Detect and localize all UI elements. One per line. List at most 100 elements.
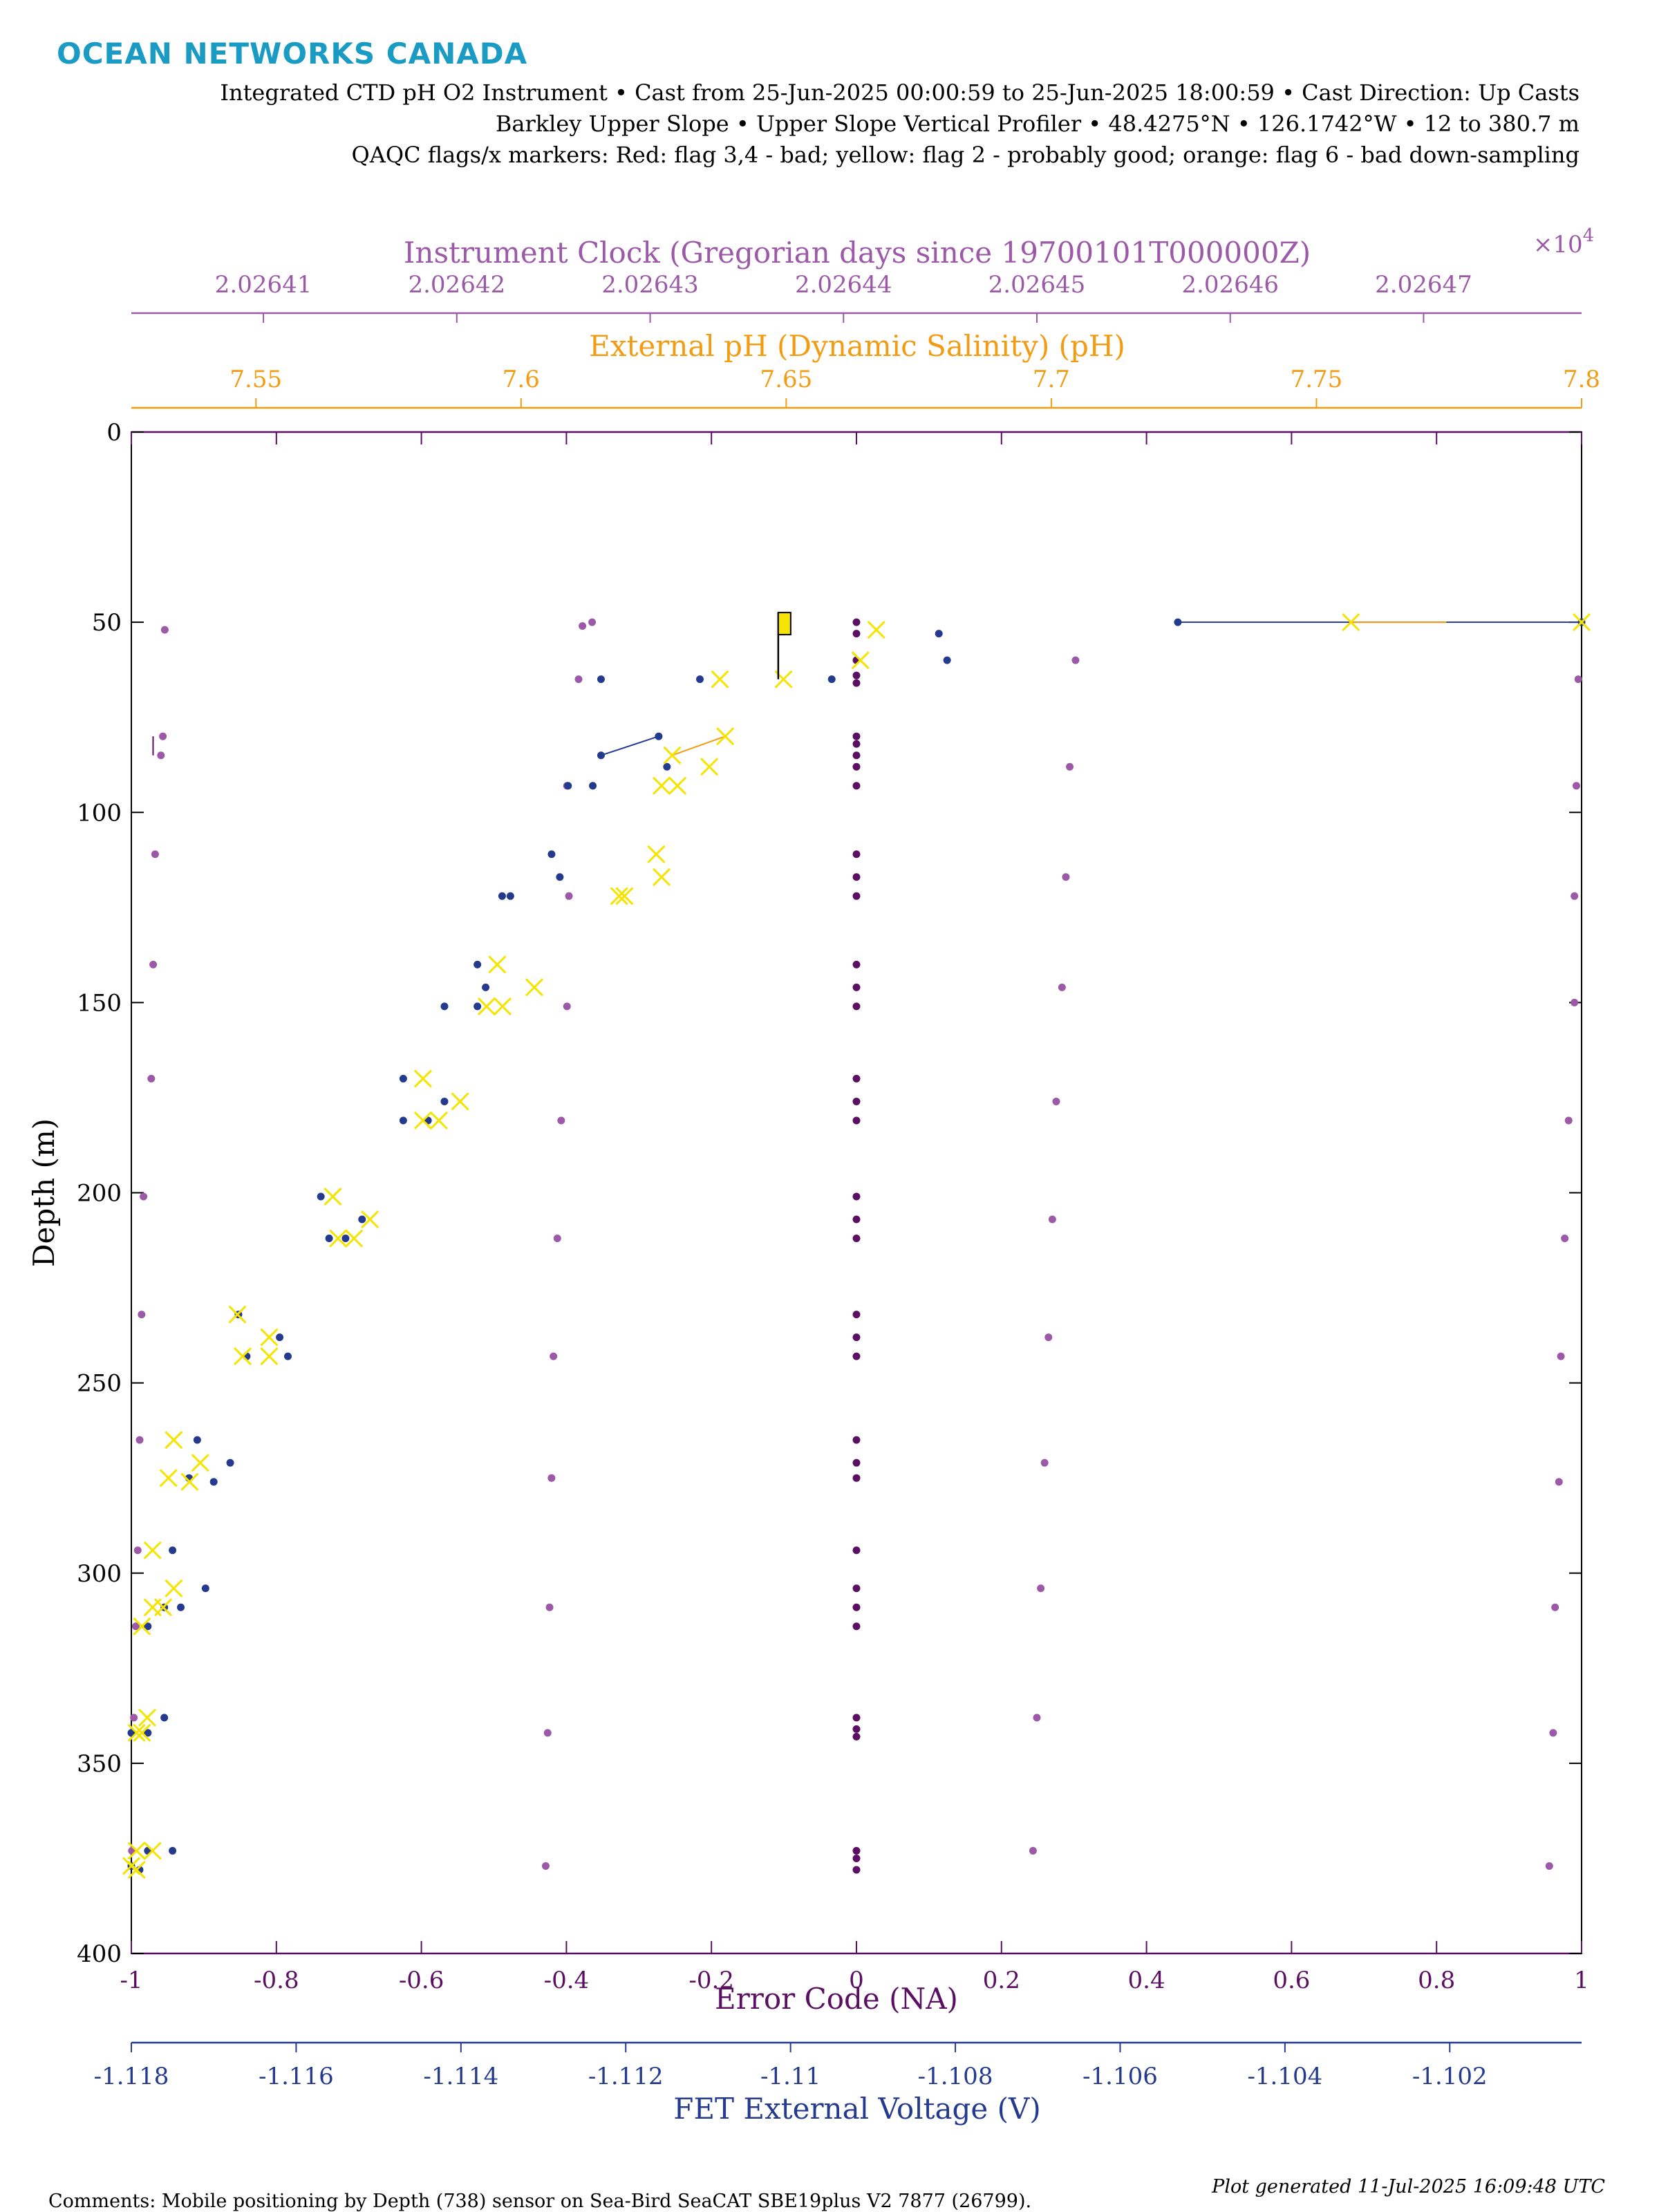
error-point xyxy=(852,782,861,790)
voltage-point xyxy=(317,1192,325,1201)
voltage-point xyxy=(547,850,556,859)
flag-marker xyxy=(122,1857,141,1875)
error-point xyxy=(852,1854,861,1862)
y-tick-label: 200 xyxy=(77,1180,122,1208)
flag-marker xyxy=(324,1187,342,1206)
voltage-point xyxy=(482,983,490,991)
flag-marker-stroke xyxy=(228,1305,247,1324)
error-point xyxy=(852,1732,861,1741)
voltage-tick-label: -1.108 xyxy=(918,2063,993,2090)
error-point xyxy=(852,1002,861,1011)
voltage-tick-label: -1.116 xyxy=(259,2063,334,2090)
voltage-point xyxy=(663,762,671,771)
flag-banner xyxy=(777,612,791,636)
flag-marker-stroke xyxy=(477,997,496,1015)
flag-marker-stroke xyxy=(711,670,729,688)
flag-marker-stroke xyxy=(324,1187,342,1206)
clock-point xyxy=(1048,1215,1056,1224)
flag-marker-stroke xyxy=(133,1617,151,1635)
flag-marker-stroke xyxy=(122,1857,141,1875)
flag-marker-stroke xyxy=(127,1860,146,1880)
ph-tick-label: 7.65 xyxy=(760,366,813,393)
flag-marker xyxy=(647,845,666,863)
y-tick-label: 350 xyxy=(77,1750,122,1778)
voltage-point xyxy=(169,1546,177,1555)
flag-marker-stroke xyxy=(716,727,735,746)
clock-point xyxy=(574,675,583,684)
flag-marker-stroke xyxy=(1572,613,1591,632)
flag-marker xyxy=(127,1841,146,1860)
voltage-tick-label: -1.118 xyxy=(94,2063,169,2090)
error-point xyxy=(852,1603,861,1611)
voltage-point xyxy=(556,873,564,881)
clock-tick-label: 2.02646 xyxy=(1181,271,1279,299)
flag-marker-stroke xyxy=(329,1229,348,1248)
clock-point xyxy=(130,1714,138,1722)
ph-tick-label: 7.55 xyxy=(229,366,282,393)
flag-marker xyxy=(133,1617,151,1635)
clock-tick-label: 2.02645 xyxy=(988,271,1086,299)
flag-marker xyxy=(127,1860,146,1880)
clock-exponent-label: ×104 xyxy=(1533,225,1594,259)
clock-point xyxy=(541,1862,550,1870)
flag-marker xyxy=(867,621,885,639)
voltage-tick-label: -1.114 xyxy=(423,2063,498,2090)
error-point xyxy=(852,1474,861,1482)
clock-point xyxy=(1058,983,1066,991)
clock-point xyxy=(545,1603,554,1611)
clock-point xyxy=(1029,1846,1037,1855)
voltage-point xyxy=(827,675,836,684)
ph-tick-label: 7.6 xyxy=(503,366,540,393)
flag-marker xyxy=(143,1541,162,1559)
clock-point xyxy=(579,622,587,630)
error-tick-label: -0.2 xyxy=(688,1967,734,1994)
axes-layer: 0 50 100 150 200 250 300 350 400 Depth (m) -1 -0.8 -… xyxy=(27,225,1600,2126)
error-point xyxy=(852,873,861,881)
flag-marker-stroke xyxy=(663,746,682,765)
flag-marker-stroke xyxy=(700,758,719,776)
clock-point xyxy=(588,618,597,626)
voltage-point xyxy=(597,751,605,760)
flag-marker-stroke xyxy=(234,1347,252,1366)
clock-tick-label: 2.02641 xyxy=(215,271,312,299)
error-tick-label: -0.6 xyxy=(399,1967,444,1994)
flag-marker-stroke xyxy=(260,1328,279,1347)
voltage-point xyxy=(440,1097,449,1105)
logo-text: OCEAN NETWORKS CANADA xyxy=(57,37,527,71)
flag-marker-stroke xyxy=(260,1347,279,1366)
flag-marker-stroke xyxy=(525,978,544,997)
flag-marker-stroke xyxy=(774,670,793,688)
flag-marker-stroke xyxy=(361,1210,379,1229)
flag-marker xyxy=(1342,613,1360,632)
error-point xyxy=(852,1622,861,1631)
error-point xyxy=(852,1311,861,1319)
error-point xyxy=(852,983,861,991)
error-tick-label: -0.4 xyxy=(544,1967,590,1994)
clock-point xyxy=(1551,1603,1559,1611)
y-axis-label: Depth (m) xyxy=(27,1118,61,1267)
clock-point xyxy=(160,626,169,634)
voltage-tick-label: -1.106 xyxy=(1082,2063,1158,2090)
voltage-point xyxy=(358,1215,366,1224)
flag-marker xyxy=(653,868,671,886)
flag-marker xyxy=(329,1229,348,1248)
flag-marker-stroke xyxy=(647,845,666,863)
error-point xyxy=(852,1546,861,1555)
clock-point xyxy=(1545,1862,1553,1870)
flag-marker-stroke xyxy=(143,1541,162,1559)
voltage-point xyxy=(341,1235,350,1243)
flag-marker xyxy=(851,651,870,670)
flag-marker xyxy=(345,1229,364,1248)
flag-marker-stroke xyxy=(653,868,671,886)
voltage-point xyxy=(209,1478,218,1486)
voltage-point xyxy=(144,1622,152,1631)
voltage-point xyxy=(127,1729,135,1737)
clock-point xyxy=(550,1352,558,1360)
header-line-2: Barkley Upper Slope • Upper Slope Vertic… xyxy=(496,111,1580,137)
error-point xyxy=(852,1333,861,1342)
voltage-point xyxy=(226,1459,234,1467)
voltage-point xyxy=(144,1729,152,1737)
error-tick-label: -0.8 xyxy=(254,1967,299,1994)
voltage-point xyxy=(474,960,482,968)
